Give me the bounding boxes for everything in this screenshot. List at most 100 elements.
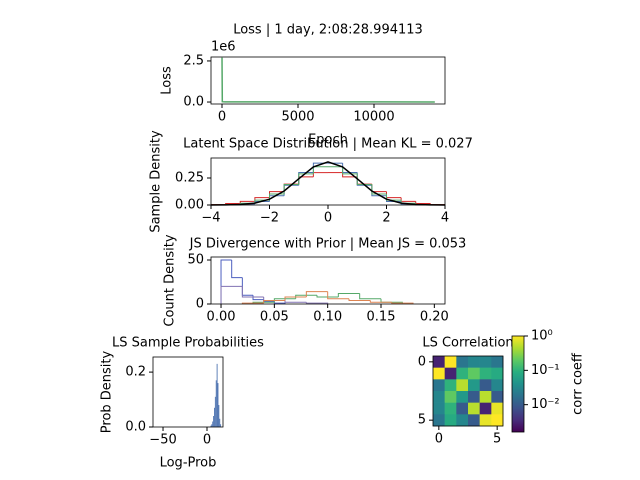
hist-step	[359, 293, 382, 300]
heatmap-cell	[491, 379, 504, 392]
y-axis-label: Loss	[160, 66, 175, 95]
hist-bar	[219, 418, 221, 427]
x-tick-label: 0.15	[367, 310, 396, 325]
hist-step	[400, 197, 416, 202]
heatmap-cell	[479, 356, 492, 368]
hist-step	[371, 184, 387, 195]
x-tick-label: 0.10	[313, 310, 342, 325]
axes-frame	[210, 256, 446, 305]
offset-text: 1e6	[211, 40, 236, 55]
y-tick-label: 5	[418, 413, 426, 428]
x-tick-label: 10000	[353, 110, 394, 125]
hist-step	[386, 191, 402, 199]
heatmap-cell	[468, 379, 480, 392]
hist-step	[220, 285, 243, 304]
x-tick-label: −50	[149, 433, 176, 448]
prior-curve	[210, 161, 446, 206]
heatmap-cell	[456, 402, 469, 415]
hist-step	[391, 302, 414, 304]
heatmap-cell	[456, 356, 469, 368]
hist-step	[327, 291, 350, 300]
panel-title: JS Divergence with Prior | Mean JS = 0.0…	[189, 237, 467, 252]
heatmap-cell	[491, 391, 504, 403]
panel-title: Loss | 1 day, 2:08:28.994113	[233, 23, 423, 38]
x-tick-label: 5	[493, 432, 501, 447]
hist-step	[220, 259, 232, 304]
hist-step	[337, 292, 360, 297]
hist-step	[342, 166, 358, 175]
heatmap-cell	[444, 414, 457, 427]
colorbar-tick-label: 10⁰	[531, 329, 553, 344]
hist-step	[284, 296, 307, 301]
hist-bar	[212, 421, 214, 427]
colorbar-label: corr coeff	[571, 352, 586, 415]
heatmap-cell	[433, 414, 445, 427]
heatmap-cell	[479, 402, 492, 415]
axes-frame	[152, 356, 224, 428]
hist-step	[316, 295, 339, 298]
loss-line	[221, 57, 435, 103]
heatmap-cell	[468, 356, 480, 368]
y-tick-label: 0	[196, 297, 204, 312]
hist-step	[241, 277, 254, 296]
x-tick-label: 0.05	[260, 310, 289, 325]
heatmap-cell	[444, 402, 457, 415]
hist-bar	[215, 380, 217, 427]
hist-step	[305, 291, 328, 297]
heatmap-cell	[433, 367, 445, 380]
panel-title: LS Correlation	[422, 336, 513, 351]
heatmap-cell	[433, 391, 445, 403]
heatmap-cell	[456, 379, 469, 392]
y-tick-label: 50	[187, 252, 204, 267]
panel-title: LS Sample Probabilities	[112, 336, 264, 351]
heatmap-cell	[444, 391, 457, 403]
hist-step	[241, 286, 264, 298]
heatmap-cell	[456, 391, 469, 403]
heatmap-cell	[433, 402, 445, 415]
y-tick-label: 0.2	[125, 365, 146, 380]
hist-step	[386, 193, 402, 201]
y-tick-label: 2.5	[183, 53, 204, 68]
hist-bar	[218, 405, 220, 427]
hist-step	[298, 173, 314, 185]
heatmap-cell	[433, 356, 445, 368]
hist-bar	[213, 416, 215, 427]
hist-step	[263, 299, 286, 304]
y-axis-label: Sample Density	[149, 130, 164, 233]
x-tick-label: 0	[324, 211, 332, 226]
hist-bar	[216, 363, 218, 427]
hist-bar	[217, 383, 219, 427]
heatmap-cell	[456, 367, 469, 380]
heatmap-cell	[479, 391, 492, 403]
x-tick-label: 0	[218, 110, 226, 125]
hist-step	[273, 298, 296, 303]
x-tick-label: 4	[441, 211, 449, 226]
y-tick-label: 0	[418, 354, 426, 369]
hist-step	[295, 294, 318, 299]
hist-step	[284, 300, 307, 303]
heatmap-cell	[444, 379, 457, 392]
hist-bar	[210, 425, 212, 427]
x-axis-label: Log-Prob	[160, 456, 217, 471]
hist-step	[312, 172, 328, 177]
heatmap-cell	[491, 356, 504, 368]
x-tick-label: 2	[382, 211, 390, 226]
x-axis-label: Epoch	[308, 133, 348, 148]
hist-step	[305, 302, 329, 304]
axes-frame	[210, 157, 446, 206]
hist-bar	[220, 424, 222, 427]
hist-step	[348, 298, 371, 301]
x-tick-label: 0.00	[207, 310, 236, 325]
axes-frame	[432, 355, 504, 427]
heatmap-cell	[468, 391, 480, 403]
hist-step	[415, 201, 431, 204]
heatmap-cell	[491, 367, 504, 380]
heatmap-cell	[468, 402, 480, 415]
heatmap-cell	[456, 414, 469, 427]
x-tick-label: 0	[435, 432, 443, 447]
hist-step	[273, 301, 286, 304]
heatmap-cell	[491, 402, 504, 415]
heatmap-cell	[468, 414, 480, 427]
